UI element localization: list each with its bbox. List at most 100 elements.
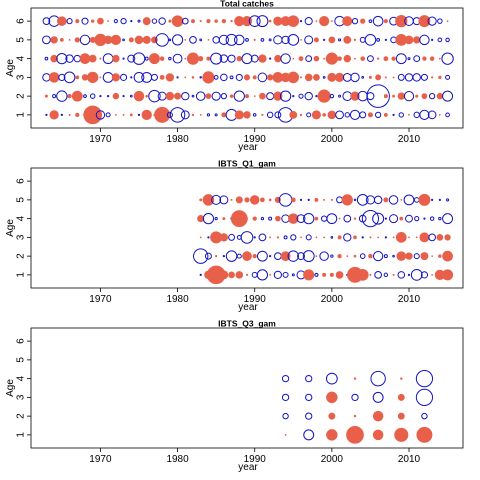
residual-negative-point — [155, 33, 169, 47]
y-tick-label: 3 — [16, 394, 27, 400]
residual-positive-point — [199, 236, 202, 239]
residual-positive-point — [372, 410, 384, 422]
residual-negative-point — [361, 210, 380, 228]
residual-negative-point — [257, 72, 268, 83]
residual-positive-point — [338, 217, 341, 220]
residual-positive-point — [311, 110, 321, 120]
residual-negative-point — [268, 38, 272, 42]
residual-positive-point — [67, 93, 72, 99]
residual-positive-point — [267, 74, 274, 81]
residual-positive-point — [88, 54, 97, 63]
residual-positive-point — [420, 252, 429, 261]
residual-negative-point — [306, 112, 312, 118]
residual-negative-point — [359, 111, 367, 119]
residual-positive-point — [334, 72, 345, 83]
residual-positive-point — [392, 76, 395, 79]
residual-positive-point — [75, 19, 80, 24]
residual-positive-point — [246, 217, 248, 220]
residual-negative-point — [168, 38, 172, 42]
residual-positive-point — [275, 215, 281, 222]
residual-negative-point — [158, 17, 166, 25]
residual-positive-point — [383, 19, 388, 24]
panel-total-catches: Total catches 1970 1980 1990 2000 2010 1 2 3 4 5 6 y… — [5, 0, 464, 153]
residual-negative-point — [351, 393, 359, 402]
residual-positive-point — [215, 255, 218, 258]
residual-positive-point — [327, 72, 337, 82]
residual-negative-point — [407, 57, 411, 61]
residual-positive-point — [342, 16, 353, 27]
residual-positive-point — [206, 19, 211, 24]
residual-positive-point — [287, 71, 300, 84]
residual-positive-point — [369, 273, 372, 276]
residual-negative-point — [171, 34, 184, 46]
residual-negative-point — [304, 91, 313, 101]
residual-positive-point — [392, 273, 395, 276]
residual-negative-point — [373, 195, 383, 205]
residual-negative-point — [365, 195, 376, 205]
residual-positive-point — [202, 194, 215, 206]
x-tick-label: 1980 — [166, 134, 189, 145]
residual-positive-point — [206, 56, 211, 61]
residual-negative-point — [56, 90, 68, 102]
residual-positive-point — [400, 198, 403, 201]
residual-positive-point — [244, 197, 250, 203]
residual-negative-point — [330, 236, 334, 239]
residual-negative-point — [241, 53, 253, 65]
residual-positive-point — [259, 92, 266, 100]
residual-positive-point — [112, 54, 120, 63]
residual-negative-point — [326, 213, 338, 225]
residual-negative-point — [366, 92, 375, 101]
residual-negative-point — [168, 56, 172, 61]
residual-positive-point — [165, 91, 175, 101]
residual-positive-point — [392, 236, 395, 239]
residual-negative-point — [291, 273, 295, 277]
residual-positive-point — [395, 232, 407, 243]
residual-negative-point — [410, 269, 423, 281]
residual-negative-point — [349, 109, 361, 120]
residual-negative-point — [296, 214, 306, 224]
residual-positive-point — [280, 251, 291, 262]
residual-positive-point — [253, 95, 256, 98]
residual-negative-point — [305, 412, 313, 420]
residual-negative-point — [207, 236, 210, 239]
residual-negative-point — [392, 254, 395, 258]
residual-negative-point — [213, 74, 219, 80]
y-tick-label: 2 — [16, 413, 27, 419]
residual-positive-point — [245, 94, 249, 99]
residual-positive-point — [418, 193, 431, 206]
residual-positive-point — [221, 112, 227, 118]
residual-positive-point — [337, 56, 342, 61]
residual-negative-point — [314, 272, 319, 277]
residual-positive-point — [165, 73, 175, 82]
residual-negative-point — [298, 93, 304, 99]
residual-positive-point — [191, 76, 195, 79]
residual-negative-point — [303, 429, 315, 441]
residual-positive-point — [418, 15, 431, 28]
residual-negative-point — [415, 370, 434, 388]
residual-negative-point — [319, 251, 329, 261]
residual-positive-point — [236, 55, 243, 62]
residual-positive-point — [141, 109, 152, 121]
residual-negative-point — [343, 214, 352, 223]
residual-positive-point — [243, 111, 251, 119]
residual-positive-point — [315, 20, 318, 23]
residual-negative-point — [212, 36, 220, 44]
residual-negative-point — [388, 195, 399, 205]
residual-positive-point — [202, 71, 215, 84]
residual-negative-point — [227, 54, 236, 63]
residual-negative-point — [338, 38, 342, 42]
residual-positive-point — [122, 113, 125, 116]
residual-negative-point — [151, 18, 158, 24]
residual-negative-point — [260, 216, 265, 221]
residual-negative-point — [260, 38, 265, 42]
x-tick-label: 1980 — [166, 294, 189, 305]
residual-negative-point — [299, 20, 303, 23]
residual-negative-point — [413, 253, 420, 260]
residual-positive-point — [343, 54, 352, 63]
residual-negative-point — [56, 53, 68, 65]
residual-negative-point — [214, 216, 218, 221]
residual-negative-point — [366, 84, 390, 108]
residual-positive-point — [360, 18, 366, 24]
panel-title: Total catches — [220, 0, 274, 9]
residual-positive-point — [186, 52, 200, 65]
